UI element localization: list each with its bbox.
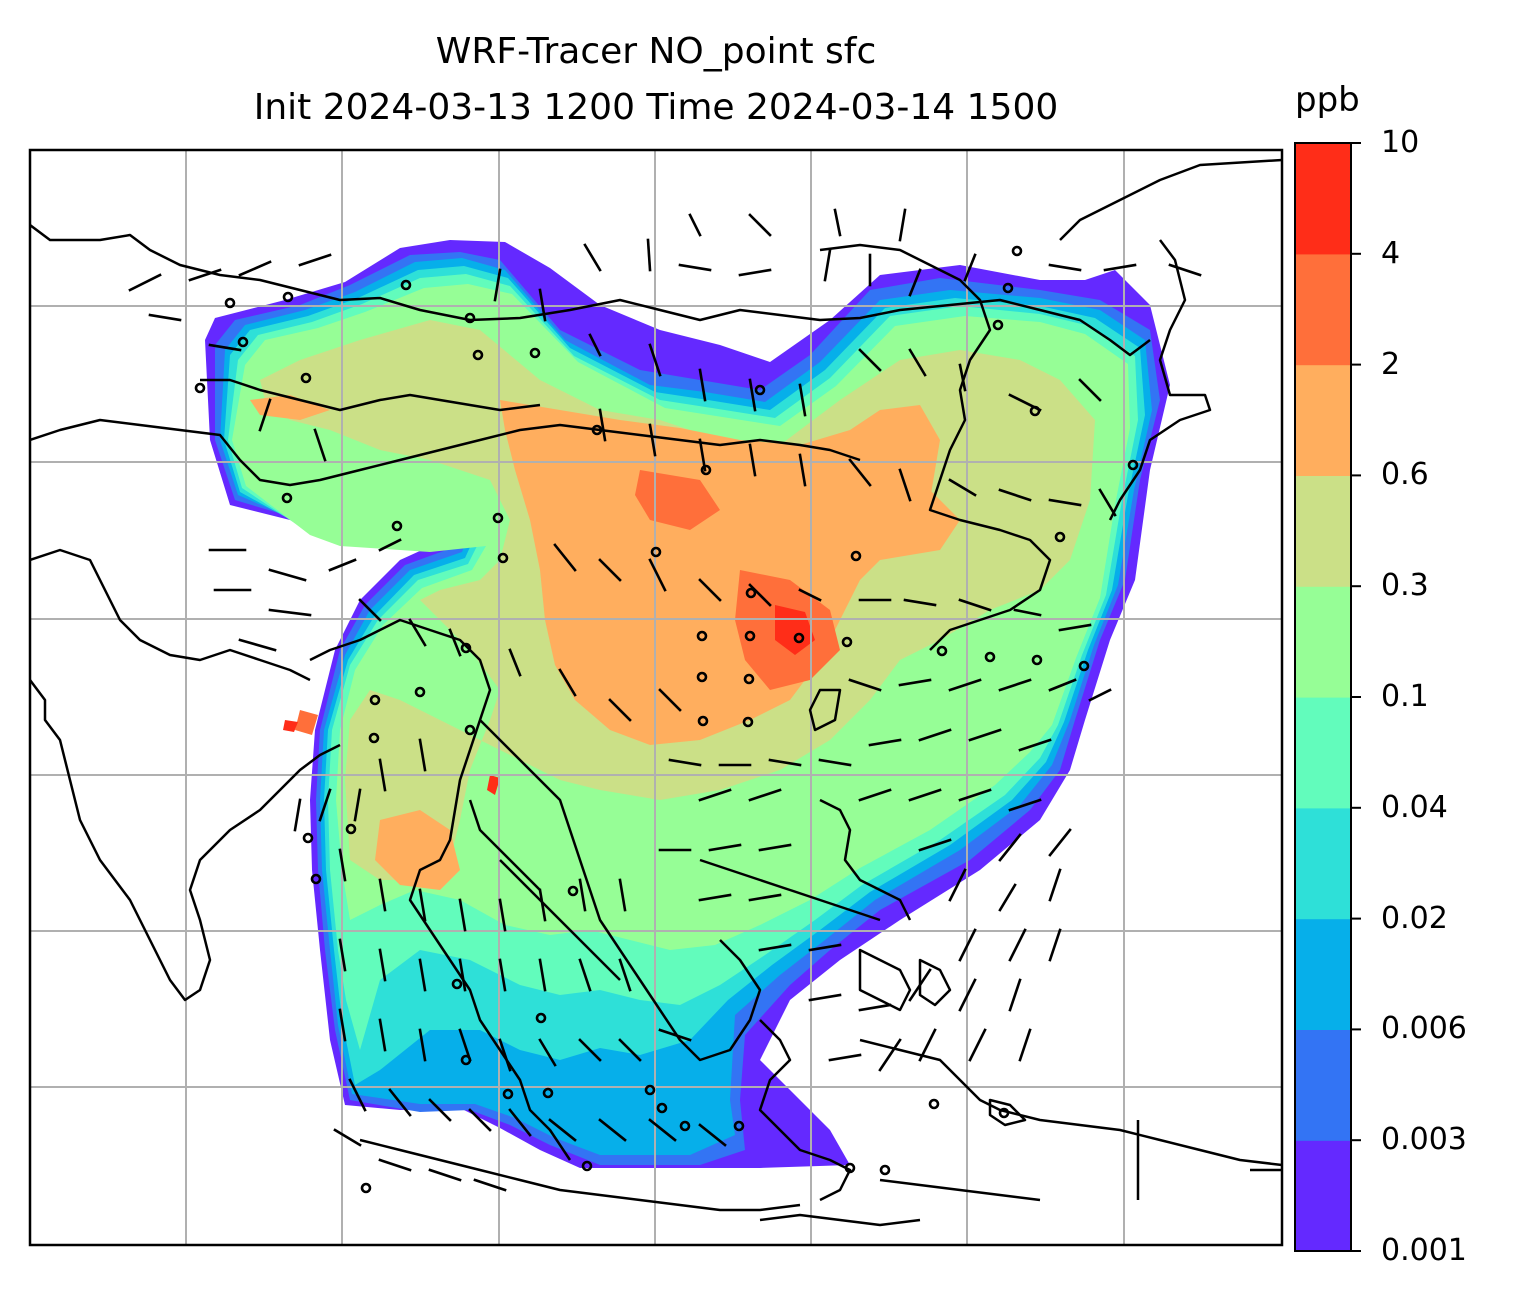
colorbar-bin [1295, 1140, 1351, 1252]
wind-barbs [128, 208, 1202, 1192]
coastlines-borders [30, 158, 1282, 1227]
colorbar-bin [1295, 1029, 1351, 1141]
colorbar-bin [1295, 364, 1351, 476]
colorbar-bin [1295, 475, 1351, 587]
colorbar-tick-label: 0.006 [1381, 1011, 1467, 1047]
map-gridlines [30, 150, 1282, 1245]
colorbar-tick-label: 0.6 [1381, 457, 1429, 493]
map-frame [28, 148, 1284, 1247]
map-plot-area [30, 150, 1282, 1245]
colorbar-tick-label: 0.02 [1381, 900, 1448, 936]
colorbar-tick-marks [1351, 142, 1361, 1252]
calm-wind-markers [194, 245, 1139, 1194]
colorbar-bin [1295, 143, 1351, 255]
colorbar-tick-label: 0.3 [1381, 568, 1429, 604]
colorbar-bin [1295, 697, 1351, 809]
colorbar-tick-label: 0.001 [1381, 1233, 1467, 1268]
plot-title-line1: WRF-Tracer NO_point sfc [435, 31, 877, 72]
colorbar-bins [1295, 143, 1351, 1252]
colorbar-tick-label: 4 [1381, 235, 1401, 271]
colorbar-tick-label: 0.003 [1381, 1122, 1467, 1158]
colorbar-bin [1295, 586, 1351, 698]
colorbar-unit-label: ppb [1295, 80, 1360, 120]
colorbar-bin [1295, 253, 1351, 366]
colorbar [1294, 142, 1361, 1252]
plot-title-line2: Init 2024-03-13 1200 Time 2024-03-14 150… [253, 87, 1059, 128]
colorbar-tick-label: 2 [1381, 346, 1401, 382]
colorbar-tick-label: 10 [1381, 125, 1420, 160]
colorbar-bin [1295, 807, 1351, 920]
colorbar-bin [1295, 918, 1351, 1030]
colorbar-tick-label: 0.04 [1381, 789, 1448, 825]
field-level-0.6 [250, 395, 960, 890]
colorbar-tick-label: 0.1 [1381, 679, 1429, 714]
